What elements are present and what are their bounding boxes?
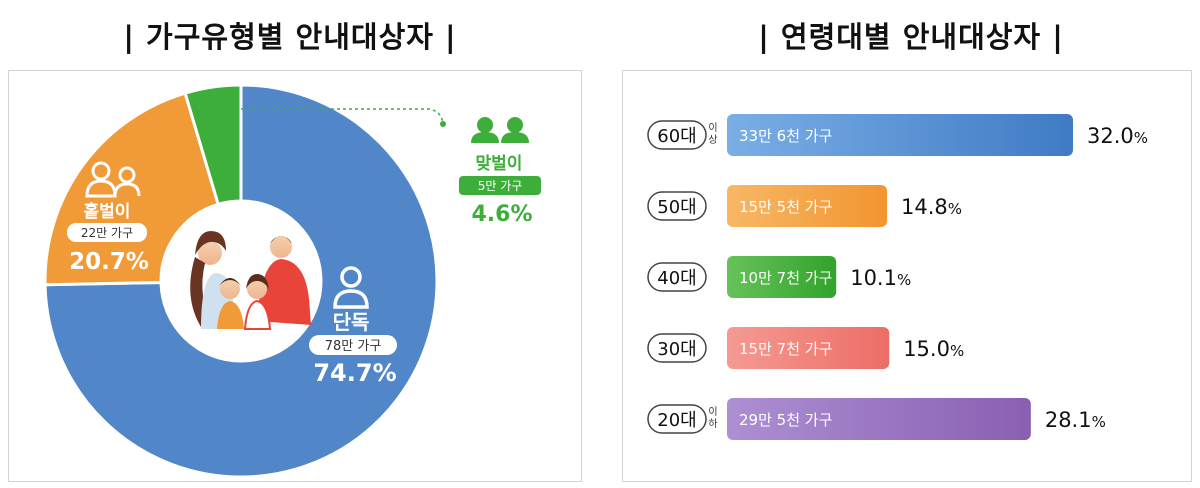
one-earner-slice-count: 22만 가구 [81,226,133,240]
age-bar-value-3: 15.0% [903,337,964,361]
age-pill-1 [647,191,707,221]
age-category-suffix-0-0: 이 [708,122,717,134]
one-earner-icon [85,161,141,198]
age-pill-0 [647,120,707,150]
age-bar-count-2: 10만 7천 가구 [739,269,832,287]
single-slice-percent: 74.7% [313,359,396,387]
single-person-icon [333,266,369,309]
age-bar-value-0: 32.0% [1087,124,1148,148]
age-category-suffix-4-1: 하 [708,417,717,430]
age-bar-2 [727,256,837,298]
household-chart-panel: 단독 78만 가구 74.7% 홑벌이 22만 가구 20.7% 맞벌이 5만 … [8,70,582,482]
age-pill-3 [647,333,707,363]
age-bar-count-4: 29만 5천 가구 [739,411,832,429]
age-chart-title: | 연령대별 안내대상자 | [758,20,1064,54]
single-slice-count: 78만 가구 [325,339,382,354]
dual-earner-slice-count: 5만 가구 [478,179,523,193]
age-pill-2 [647,262,707,292]
age-bar-value-2: 10.1% [850,266,911,290]
age-category-suffix-4-0: 이 [708,406,717,418]
age-bar-count-1: 15만 5천 가구 [739,198,832,216]
donut-slice-2 [183,83,243,207]
dual-earner-icon [471,117,529,143]
age-category-label-1: 50대 [657,197,696,218]
household-chart-title: | 가구유형별 안내대상자 | [123,20,457,54]
dual-earner-slice-name: 맞벌이 [476,154,523,174]
age-bar-1 [727,185,888,227]
family-illustration [161,213,321,349]
age-chart-panel: 60대 이 상 33만 6천 가구 32.0% 50대 15만 5천 가구 14.8% 40대 1… [622,70,1192,482]
age-bar-0 [727,114,1073,156]
age-bar-value-1: 14.8% [901,195,962,219]
single-slice-name: 단독 [333,310,370,334]
age-category-label-4: 20대 [657,410,696,431]
one-earner-slice-name: 홑벌이 [84,201,131,222]
age-pill-4 [647,404,707,434]
age-category-label-2: 40대 [657,268,696,289]
age-category-label-0: 60대 [657,126,696,147]
age-bar-3 [727,327,890,369]
age-bar-chart: 60대 이상 33만 6천 가구 32.0%50대 15만 5천 가구 14.8%40대 1… [647,114,1148,440]
age-category-label-3: 30대 [657,339,696,360]
household-donut-chart: 단독 78만 가구 74.7% 홑벌이 22만 가구 20.7% 맞벌이 5만 … [43,83,541,479]
age-bar-count-3: 15만 7천 가구 [739,340,832,358]
age-bar-value-4: 28.1% [1045,408,1106,432]
dual-earner-leader-line [241,108,444,124]
age-category-suffix-0-1: 상 [708,134,717,146]
age-bar-4 [727,398,1031,440]
donut-slice-0 [43,83,439,479]
one-earner-slice-percent: 20.7% [69,249,149,275]
age-bar-count-0: 33만 6천 가구 [739,127,832,145]
dual-earner-slice-percent: 4.6% [471,202,532,227]
